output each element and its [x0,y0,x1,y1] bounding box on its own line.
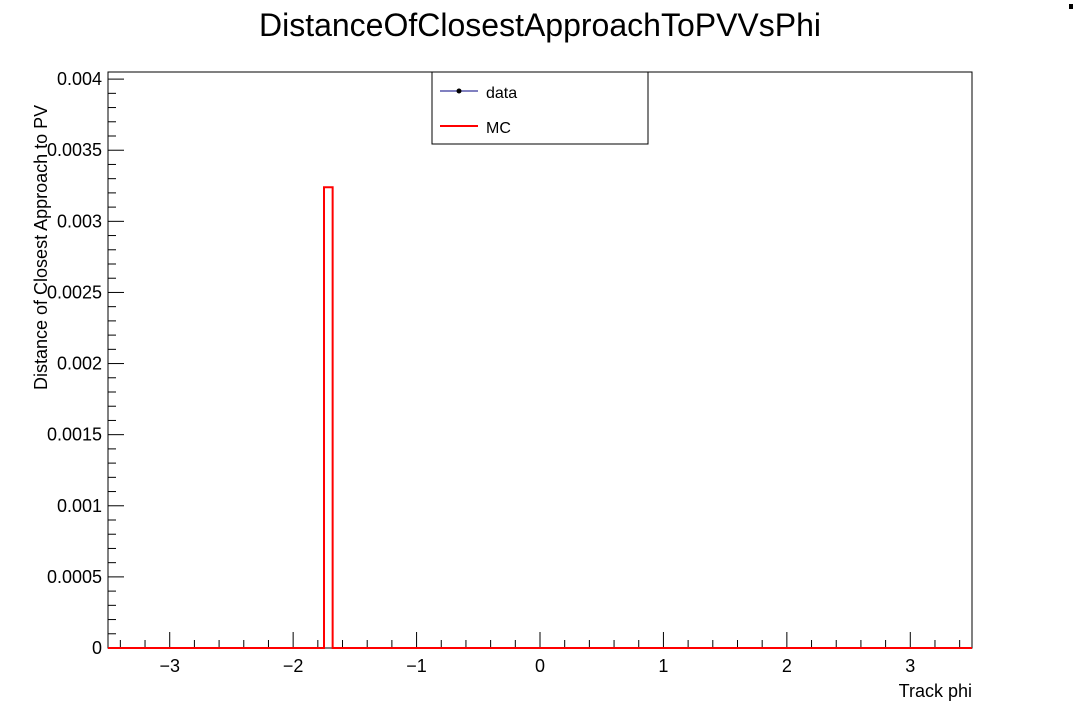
y-tick-label: 0.004 [57,69,102,89]
y-tick-label: 0.0025 [47,282,102,302]
y-tick-label: 0.001 [57,496,102,516]
legend-data-marker [456,88,462,94]
y-tick-label: 0.0035 [47,140,102,160]
x-tick-label: 2 [782,656,792,676]
legend: data MC [431,71,649,145]
y-axis: 0 0.0005 0.001 0.0015 0.002 0.0025 0.003 0.0035… [47,69,124,658]
corner-marker [1069,4,1073,9]
x-axis: −3 −2 −1 0 1 2 3 [119,632,961,676]
x-tick-label: 0 [535,656,545,676]
series-layer [108,186,972,649]
x-tick-label: −2 [283,656,304,676]
histogram-mc [108,186,972,649]
x-tick-label: 3 [905,656,915,676]
x-tick-label: −3 [159,656,180,676]
legend-box [431,71,649,145]
y-tick-label: 0.0015 [47,425,102,445]
y-tick-label: 0.0005 [47,567,102,587]
y-tick-label: 0.003 [57,211,102,231]
plot-frame [107,71,973,649]
legend-entry-data: data [486,85,517,102]
y-tick-label: 0.002 [57,354,102,374]
legend-entry-mc: MC [486,120,511,137]
x-axis-label: Track phi [899,681,972,701]
chart-title: DistanceOfClosestApproachToPVVsPhi [259,7,821,43]
y-tick-label: 0 [92,638,102,658]
x-tick-label: 1 [658,656,668,676]
y-axis-label: Distance of Closest Approach to PV [31,105,51,390]
x-tick-label: −1 [406,656,427,676]
